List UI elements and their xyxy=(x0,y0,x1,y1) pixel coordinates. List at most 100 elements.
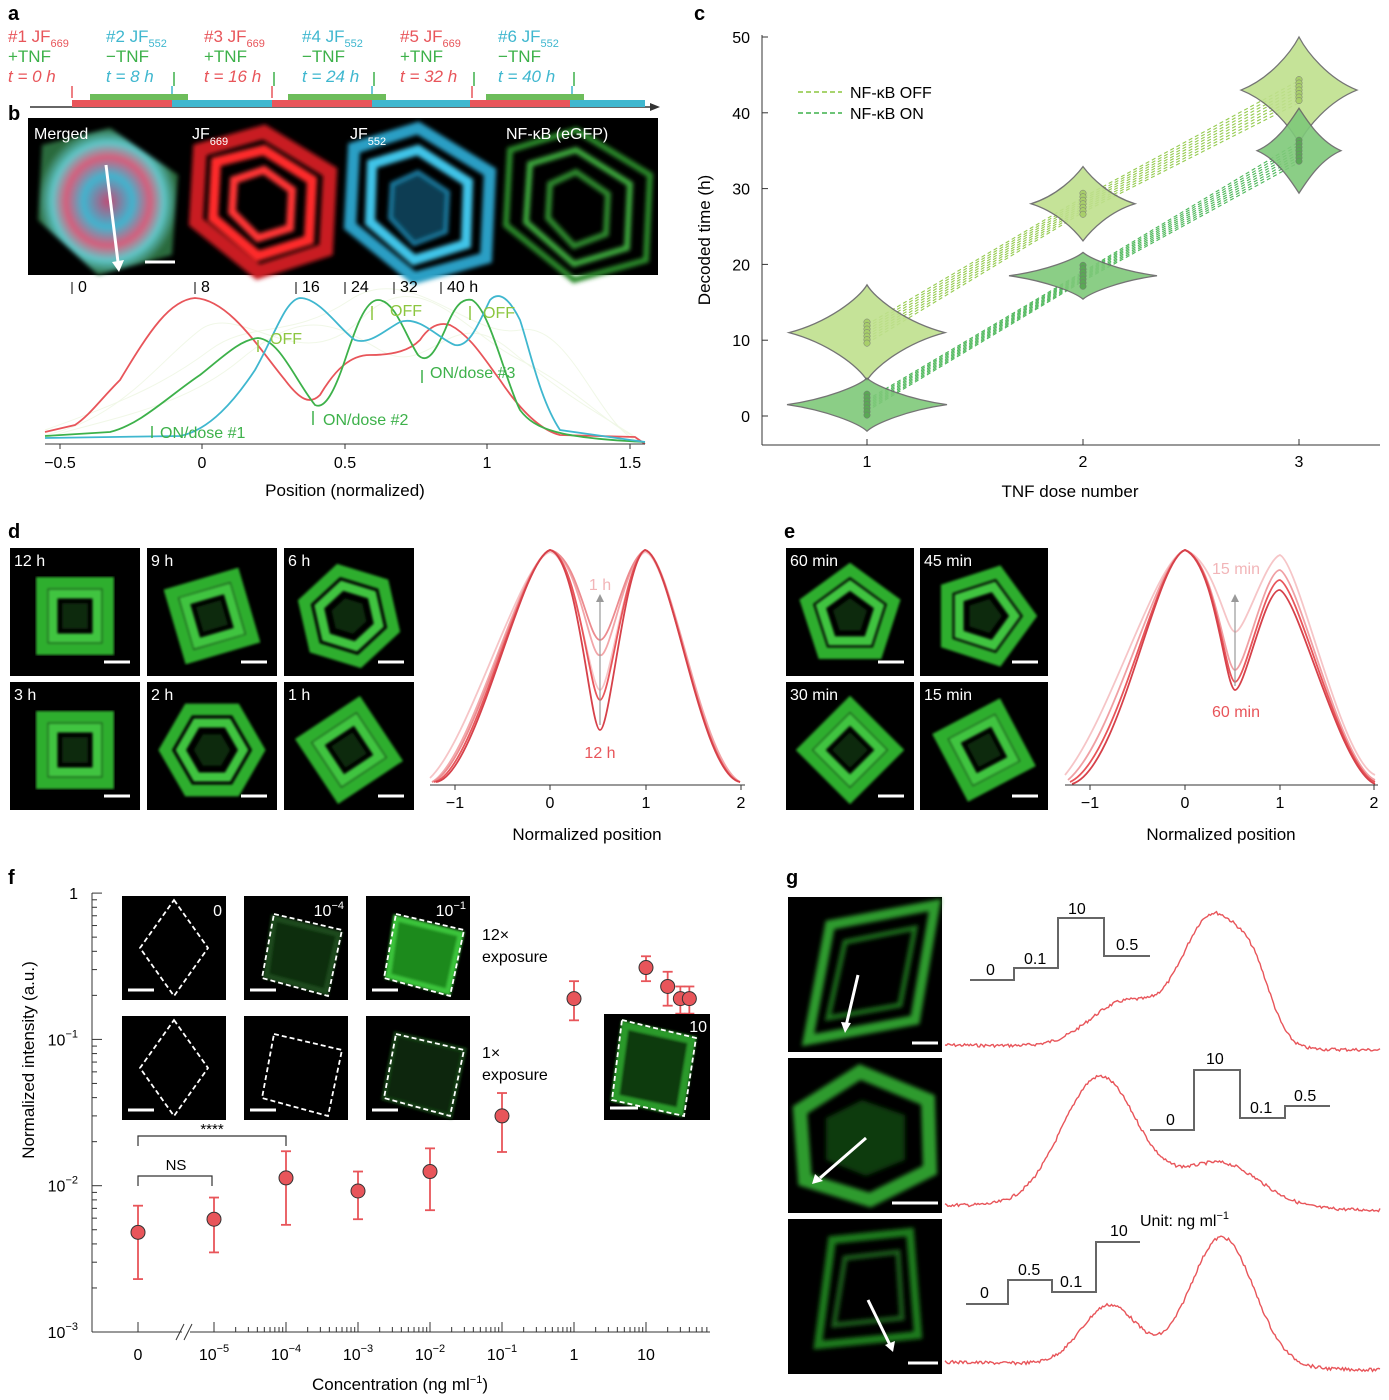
step-label: 10 xyxy=(1068,901,1086,918)
panel-letter-c: c xyxy=(694,3,705,25)
y-tick-label: 40 xyxy=(732,106,750,123)
step-label: 0.5 xyxy=(1294,1088,1316,1105)
step-diagram xyxy=(1150,1069,1330,1131)
data-point xyxy=(494,1108,510,1124)
axis-ticks: 0 10 20 30 40 50 1 2 3 xyxy=(732,30,1303,471)
step-title: #6 JF552 xyxy=(498,27,559,50)
y-axis-label: Normalized intensity (a.u.) xyxy=(19,961,38,1158)
x-tick-label: 2 xyxy=(737,795,746,812)
inset-image xyxy=(122,1016,226,1120)
data-point xyxy=(206,1211,222,1227)
y-tick-label: 30 xyxy=(732,182,750,199)
step-diagram xyxy=(970,917,1150,981)
data-point xyxy=(863,411,871,419)
panel-e-images: 60 min 45 min 30 min 15 min xyxy=(786,548,1048,810)
panel-letter-f: f xyxy=(8,867,15,889)
x-ticks: −1 0 1 2 xyxy=(1081,785,1379,812)
y-tick-label: 0 xyxy=(741,409,750,426)
micrograph-label: 60 min xyxy=(790,553,838,570)
off-label: OFF xyxy=(483,305,515,322)
step-condition: −TNF xyxy=(498,47,541,66)
data-point xyxy=(1079,210,1087,218)
panel-b-images: Merged JF669 JF552 xyxy=(28,118,658,285)
x-tick-label: 10−5 xyxy=(199,1343,229,1364)
on-label: ON/dose #1 xyxy=(160,425,245,442)
timeline-arrow-icon xyxy=(650,103,660,111)
panel-letter-d: d xyxy=(8,521,20,543)
inset-image: 10−4 xyxy=(244,896,348,1000)
x-tick-label: 1.5 xyxy=(619,455,641,472)
on-label: ON/dose #2 xyxy=(323,412,408,429)
time-marks: 0 8 16 24 32 40 h xyxy=(71,279,478,296)
inset-label: 10−1 xyxy=(436,900,466,920)
panel-letter-g: g xyxy=(786,867,798,889)
legend-item: NF-κB OFF xyxy=(850,85,932,102)
y-axis-label: Decoded time (h) xyxy=(695,175,714,305)
x-tick-label: 3 xyxy=(1295,454,1304,471)
intensity-profile xyxy=(944,1235,1381,1373)
inset-image xyxy=(244,1016,348,1120)
arrow-icon xyxy=(812,1174,823,1184)
x-tick-label: 1 xyxy=(570,1347,579,1364)
significance-bracket xyxy=(137,1135,287,1146)
off-trace xyxy=(866,80,1300,326)
arrow-icon xyxy=(112,260,124,272)
chart-c: 0 10 20 30 40 50 1 2 3 TNF dose number Decoded t… xyxy=(695,30,1380,501)
legend: NF-κB OFF NF-κB ON xyxy=(798,85,932,123)
x-tick-label: −1 xyxy=(446,795,464,812)
step-label: 0.1 xyxy=(1024,951,1046,968)
x-axis-label: Normalized position xyxy=(1146,825,1295,844)
micrograph: 2 h xyxy=(147,682,277,810)
x-tick-label: −0.5 xyxy=(44,455,76,472)
jf552-image: JF552 xyxy=(343,121,497,285)
panel-letter-b: b xyxy=(8,103,20,125)
off-trace xyxy=(866,83,1300,328)
x-tick-label: 10−3 xyxy=(343,1343,373,1364)
step-time: t = 0 h xyxy=(8,67,56,86)
data-point xyxy=(660,978,676,994)
step-title: #5 JF669 xyxy=(400,27,461,50)
x-ticks: −1 0 1 2 xyxy=(446,785,746,812)
significance-label: **** xyxy=(200,1121,224,1138)
y-tick-label: 10−2 xyxy=(48,1175,78,1196)
image-label: JF669 xyxy=(192,126,228,148)
curve-label: 60 min xyxy=(1212,704,1260,721)
x-tick-label: 0 xyxy=(198,455,207,472)
data-point xyxy=(566,991,582,1007)
step-title: #3 JF669 xyxy=(204,27,265,50)
curve-label: 12 h xyxy=(584,745,615,762)
significance-bracket xyxy=(137,1175,213,1186)
x-tick-label: 0.5 xyxy=(334,455,356,472)
step-label: 0 xyxy=(980,1285,989,1302)
step-time: t = 8 h xyxy=(106,67,154,86)
image-label: NF-κB (eGFP) xyxy=(506,126,608,143)
off-trace xyxy=(866,86,1300,331)
connecting-lines xyxy=(866,80,1300,412)
panel-letter-e: e xyxy=(784,521,795,543)
merged-image: Merged xyxy=(34,126,178,275)
significance-label: NS xyxy=(166,1157,187,1174)
exposure-label: exposure xyxy=(482,1067,548,1084)
step-title: #1 JF669 xyxy=(8,27,69,50)
step-label: 0.1 xyxy=(1250,1100,1272,1117)
timeline-bar xyxy=(372,100,472,107)
micrograph: 45 min xyxy=(920,548,1048,676)
on-label: ON/dose #3 xyxy=(430,365,515,382)
timeline-bar xyxy=(272,100,372,107)
x-tick-label: 1 xyxy=(483,455,492,472)
unit-label: Unit: ng ml−1 xyxy=(1140,1210,1229,1230)
step-time: t = 16 h xyxy=(204,67,261,86)
step-title: #2 JF552 xyxy=(106,27,167,50)
chart-f: 10−310−210−110 10−5 10−4 10−3 10−2 10−1 1 10 No… xyxy=(19,886,710,1394)
micrograph: 30 min xyxy=(786,682,914,810)
g-profiles xyxy=(944,910,1381,1373)
exposure-label: 12× xyxy=(482,927,509,944)
y-tick-label: 50 xyxy=(732,30,750,47)
arrow-icon xyxy=(841,1022,851,1033)
legend-item: NF-κB ON xyxy=(850,106,924,123)
data-point xyxy=(863,339,871,347)
y-tick-label: 10−1 xyxy=(48,1028,78,1049)
curve-label: 15 min xyxy=(1212,561,1260,578)
x-tick-label: 10−4 xyxy=(271,1343,301,1364)
micrograph-label: 6 h xyxy=(288,553,310,570)
